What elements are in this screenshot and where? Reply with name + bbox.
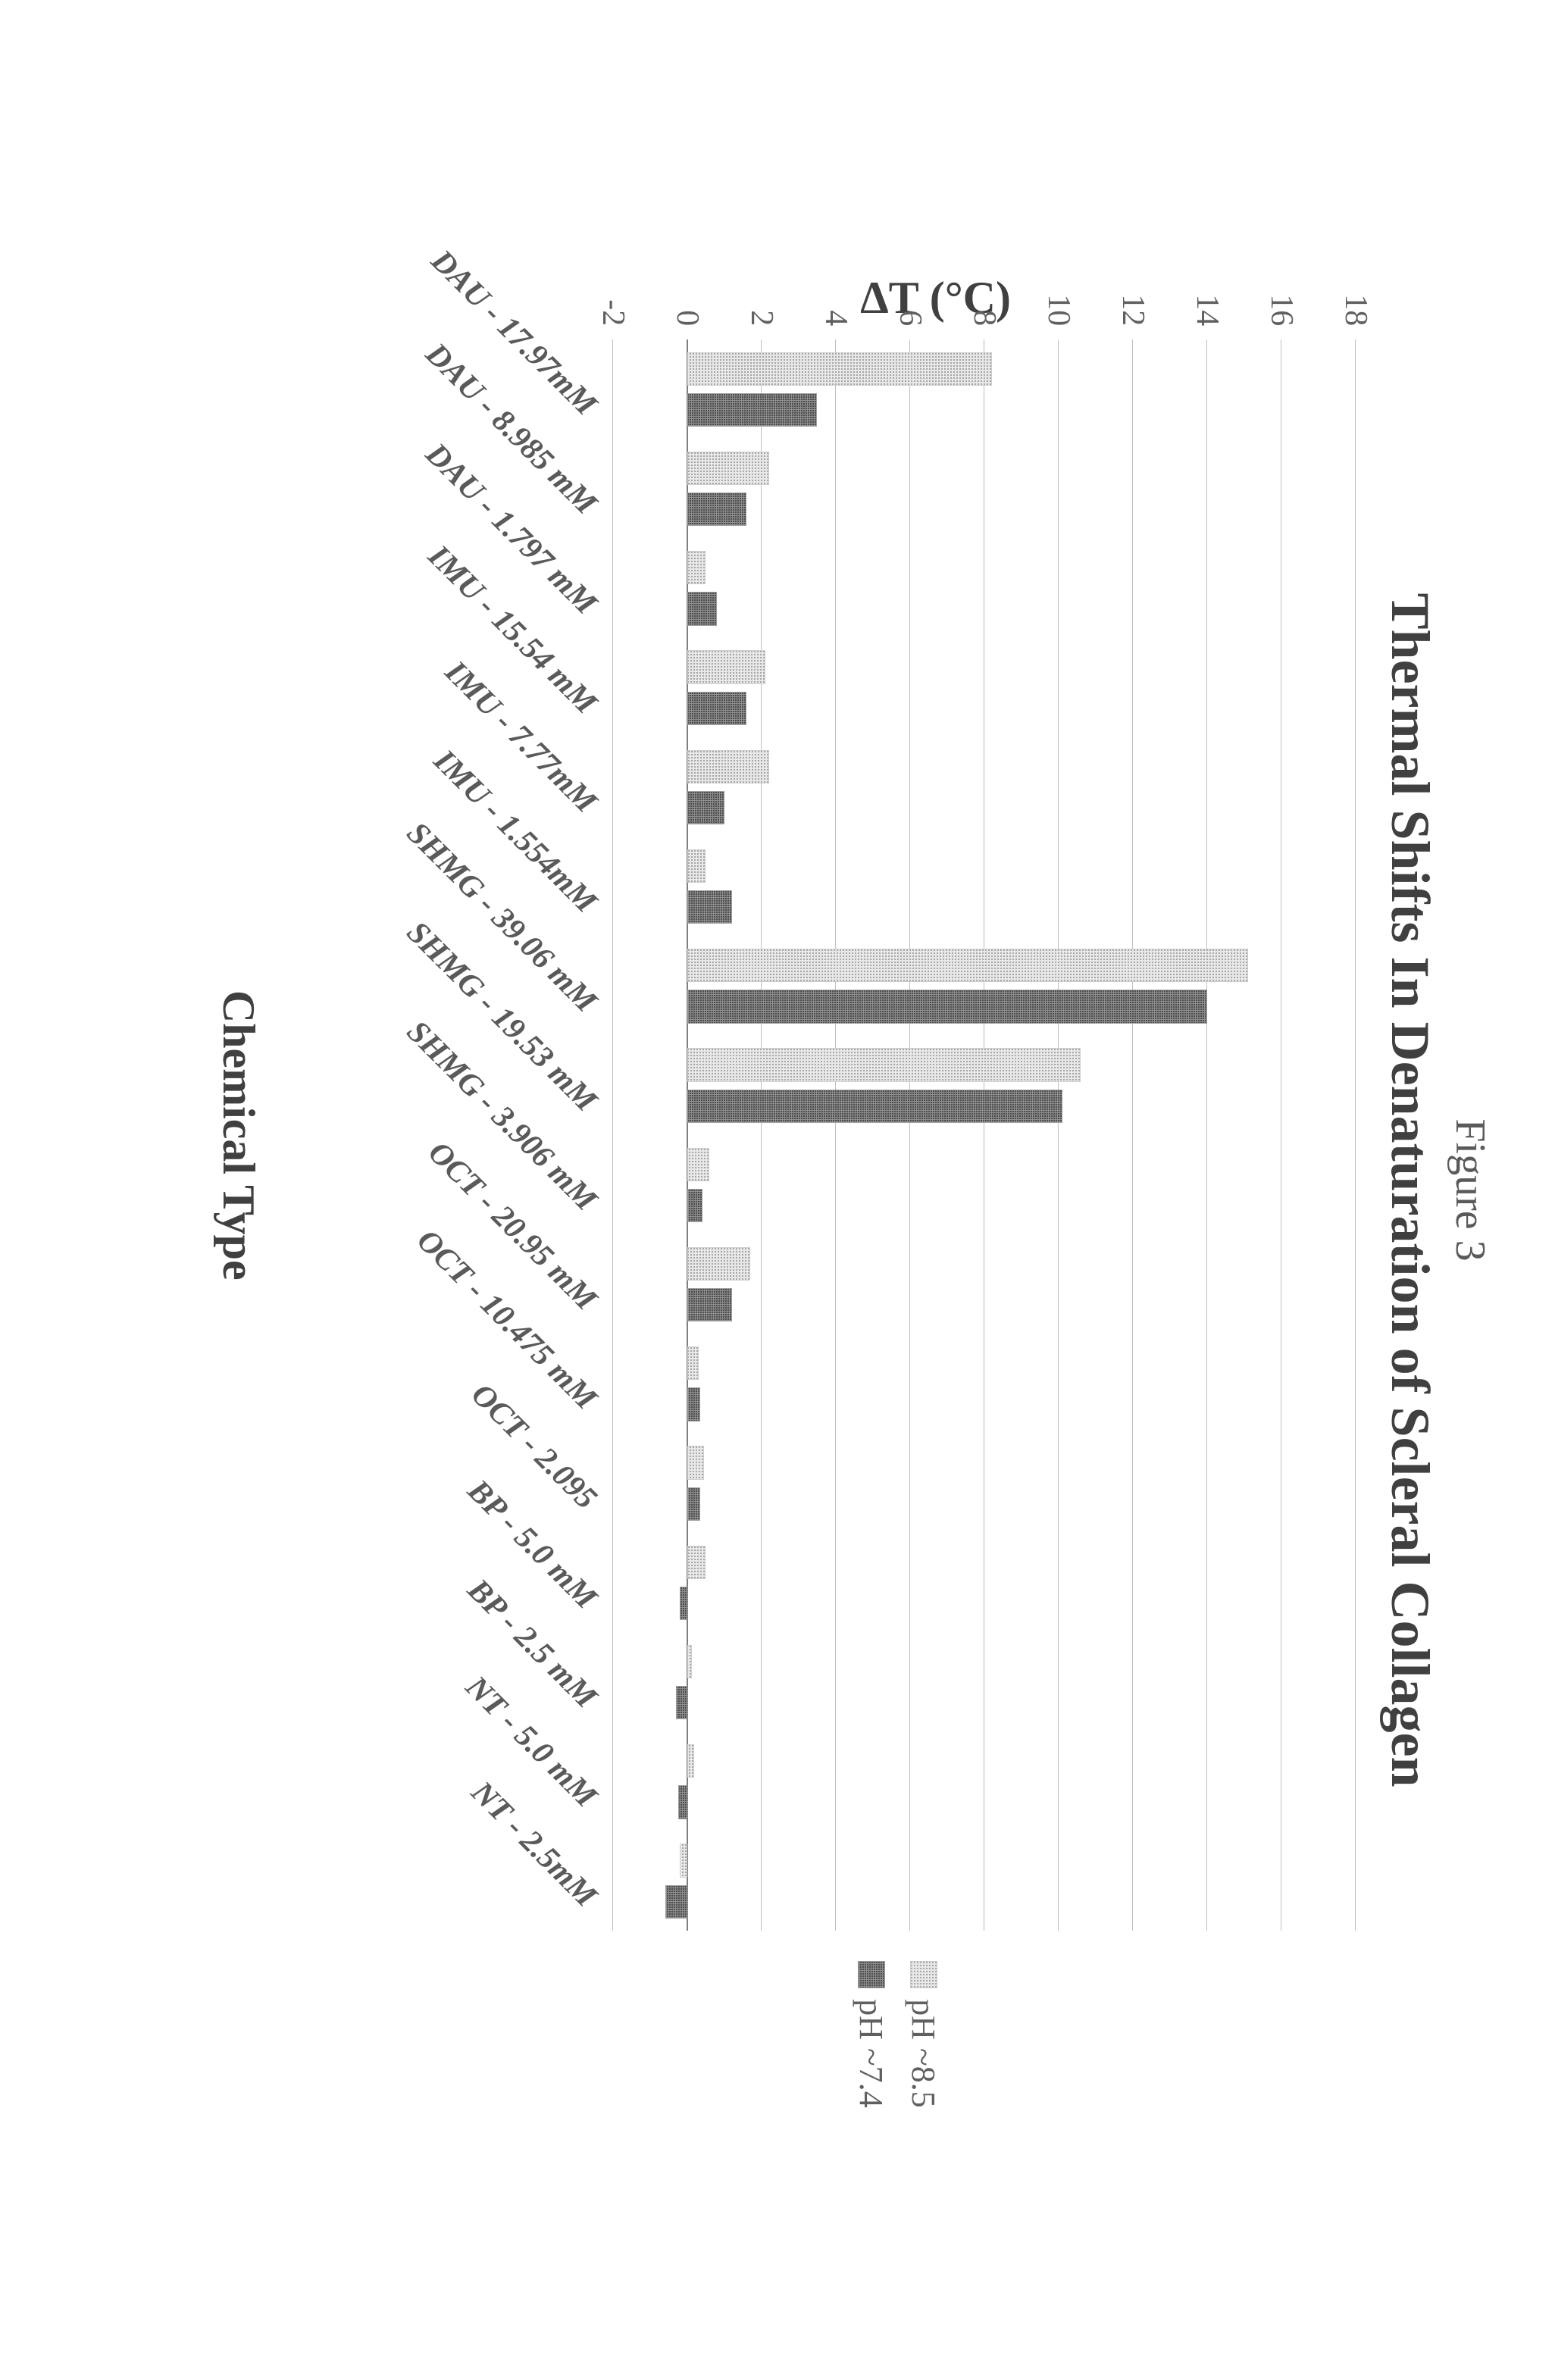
bar (680, 1844, 687, 1877)
figure-label: Figure 3 (1446, 1118, 1494, 1261)
bar (687, 692, 746, 725)
bar (687, 1645, 692, 1678)
y-tick-label: 4 (818, 310, 854, 339)
bar (687, 849, 706, 883)
legend-label: pH ~7.4 (853, 1999, 891, 2108)
bar (678, 1785, 687, 1819)
bar (687, 1387, 700, 1421)
bar (687, 1090, 1062, 1123)
x-tick-label: DAU - 8.985 mM (418, 336, 604, 522)
x-tick-label: SHMG - 3.906 mM (399, 1014, 604, 1218)
bar (680, 1587, 687, 1620)
y-tick-label: 14 (1189, 294, 1225, 339)
rotated-canvas: Figure 3 Thermal Shifts In Denaturation … (0, 0, 1555, 2380)
y-tick-label: 2 (743, 310, 780, 339)
x-tick-label: IMU - 15.54 mM (421, 538, 604, 721)
x-axis-labels: DAU - 17.97mMDAU - 8.985 mMDAU - 1.797 m… (219, 339, 613, 1931)
plot-wrap: -2024681012141618 DAU - 17.97mMDAU - 8.9… (212, 339, 1356, 1931)
bar (687, 551, 706, 584)
bar (687, 1148, 709, 1181)
bar (687, 393, 818, 427)
legend-swatch (858, 1961, 885, 1988)
y-tick-label: 10 (1040, 294, 1077, 339)
x-tick-label: SHMG - 39.06 mM (399, 815, 604, 1019)
bar (687, 1189, 702, 1222)
bar (687, 1048, 1081, 1081)
y-tick-label: 12 (1115, 294, 1151, 339)
y-tick-label: 8 (966, 310, 1003, 339)
x-tick-label: DAU - 1.797 mM (418, 436, 604, 621)
bar (687, 1346, 699, 1380)
bar (687, 990, 1207, 1023)
legend-item: pH ~7.4 (853, 1961, 891, 2108)
bar (687, 1247, 750, 1281)
bar (687, 890, 732, 924)
bar (687, 452, 769, 485)
x-tick-label: OCT - 10.475 mM (409, 1223, 604, 1418)
bar (676, 1686, 687, 1719)
bar (687, 1546, 706, 1579)
x-tick-label: SHMG - 19.53 mM (399, 915, 604, 1119)
bar (665, 1885, 687, 1919)
bars-layer (613, 339, 1356, 1931)
x-tick-label: OCT - 20.95 mM (421, 1134, 604, 1318)
legend-item: pH ~8.5 (905, 1961, 943, 2108)
y-tick-label: 16 (1263, 294, 1300, 339)
bar (687, 1744, 694, 1778)
bar (687, 650, 765, 683)
legend: pH ~8.5 pH ~7.4 (853, 1961, 943, 2108)
bar (687, 592, 717, 625)
y-tick-label: -2 (595, 299, 631, 339)
page-root: Figure 3 Thermal Shifts In Denaturation … (0, 0, 1555, 2380)
bar (687, 1446, 704, 1479)
legend-label: pH ~8.5 (905, 1999, 943, 2108)
bar (687, 791, 724, 824)
x-tick-label: DAU - 17.97mM (424, 242, 604, 423)
chart-title: Thermal Shifts In Denaturation of Sclera… (1378, 593, 1441, 1787)
y-tick-label: 6 (892, 310, 928, 339)
bar (687, 949, 1248, 982)
plot-area: -2024681012141618 (613, 339, 1356, 1931)
bar (687, 1288, 732, 1321)
legend-swatch (910, 1961, 937, 1988)
bar (687, 352, 992, 386)
chart-row: ΔT (°C) -2024681012141618 DAU - 17.97mMD… (212, 45, 1356, 2335)
bar (687, 750, 769, 783)
bar (687, 1487, 700, 1521)
bar (687, 493, 746, 526)
y-tick-label: 18 (1338, 294, 1374, 339)
y-tick-label: 0 (669, 310, 706, 339)
